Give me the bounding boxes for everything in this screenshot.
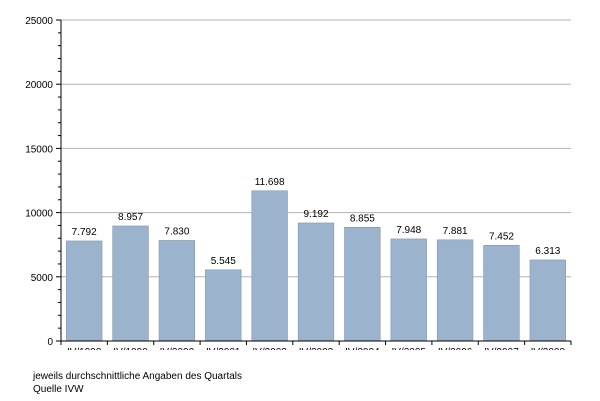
x-tick-label: IV/1999 <box>113 347 148 350</box>
bar <box>483 245 520 342</box>
x-tick-label: IV/2001 <box>206 347 241 350</box>
y-tick-label: 20000 <box>25 80 53 91</box>
bar <box>158 240 196 342</box>
x-tick-label: IV/2006 <box>438 347 473 350</box>
y-tick-label: 25000 <box>25 16 53 27</box>
y-axis-ticks: 0 5000 10000 15000 20000 25000 <box>25 16 53 348</box>
x-axis-ticks: IV/1998 IV/1999 IV/2000 IV/2001 IV/2002 IV/20… <box>67 347 566 350</box>
data-label: 6.313 <box>535 246 560 257</box>
bars <box>66 190 566 342</box>
data-label: 7.881 <box>443 226 468 237</box>
bar <box>112 225 149 342</box>
x-tick-label: IV/1998 <box>67 347 102 350</box>
footnote-description: jeweils durchschnittliche Angaben des Qu… <box>33 371 243 382</box>
y-tick-label: 15000 <box>25 144 53 155</box>
bar <box>251 190 288 342</box>
data-label: 11.698 <box>255 177 285 188</box>
bar <box>205 269 242 342</box>
bar <box>529 259 566 342</box>
footnote-source: Quelle IVW <box>33 384 84 395</box>
data-label: 9.192 <box>303 209 328 220</box>
x-tick-label: IV/2000 <box>160 347 195 350</box>
x-tick-label: IV/2005 <box>391 347 426 350</box>
bar <box>66 240 103 342</box>
bar-chart: 7.792 8.957 7.830 5.545 11.698 9.192 8.855 7.94… <box>25 16 572 350</box>
data-label: 7.452 <box>489 231 514 242</box>
axes <box>56 19 572 345</box>
bar <box>436 239 474 342</box>
y-tick-label: 0 <box>47 337 53 348</box>
bar <box>390 238 427 342</box>
data-labels: 7.792 8.957 7.830 5.545 11.698 9.192 8.855 7.94… <box>72 177 561 267</box>
data-label: 5.545 <box>211 256 236 267</box>
data-label: 7.830 <box>164 226 189 237</box>
y-tick-label: 10000 <box>25 209 53 220</box>
x-tick-label: IV/2002 <box>252 347 287 350</box>
x-tick-label: IV/2003 <box>299 347 334 350</box>
x-tick-label: IV/2004 <box>345 347 380 350</box>
data-label: 7.948 <box>396 225 421 236</box>
bar <box>297 222 335 342</box>
data-label: 7.792 <box>72 227 97 238</box>
data-label: 8.855 <box>350 213 375 224</box>
data-label: 8.957 <box>118 212 143 223</box>
x-tick-label: IV/2007 <box>484 347 519 350</box>
x-tick-label: IV/2008 <box>531 347 566 350</box>
y-tick-label: 5000 <box>31 273 54 284</box>
bar <box>344 227 381 342</box>
